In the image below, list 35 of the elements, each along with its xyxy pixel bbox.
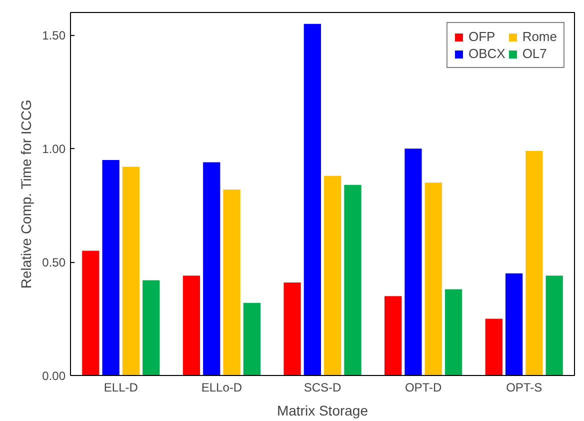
- bar: [284, 282, 301, 376]
- bar: [122, 166, 140, 376]
- x-tick-label: ELLo-D: [201, 380, 242, 394]
- bar: [142, 280, 160, 376]
- bar: [203, 162, 220, 376]
- y-tick-label: 1.50: [42, 28, 66, 43]
- x-axis-title: Matrix Storage: [276, 402, 368, 418]
- bar: [485, 318, 502, 376]
- x-tick-label: OPT-D: [404, 380, 442, 394]
- bar: [384, 296, 402, 376]
- bar: [404, 148, 422, 376]
- bar: [526, 150, 543, 376]
- legend-label: OL7: [522, 46, 547, 61]
- bar: [243, 302, 261, 376]
- legend-label: OFP: [468, 29, 496, 44]
- y-tick-label: 0.00: [42, 369, 66, 383]
- bar: [182, 276, 200, 376]
- bar: [102, 160, 120, 376]
- bar: [444, 289, 462, 376]
- y-axis-title: Relative Comp. Time for ICCG: [18, 100, 34, 289]
- bar: [223, 189, 240, 376]
- bar: [344, 184, 362, 376]
- y-tick-label: 1.00: [42, 142, 66, 156]
- bar: [424, 182, 442, 376]
- legend-label: Rome: [522, 29, 557, 44]
- x-tick-label: OPT-S: [506, 380, 542, 394]
- bar: [505, 273, 523, 376]
- bar: [82, 250, 100, 376]
- bar: [546, 276, 563, 376]
- bar: [324, 176, 342, 376]
- legend-label: OBCX: [468, 46, 506, 61]
- y-tick-label: 0.50: [42, 256, 66, 270]
- x-tick-label: ELL-D: [104, 380, 138, 394]
- x-tick-label: SCS-D: [304, 380, 342, 394]
- bar: [304, 24, 321, 376]
